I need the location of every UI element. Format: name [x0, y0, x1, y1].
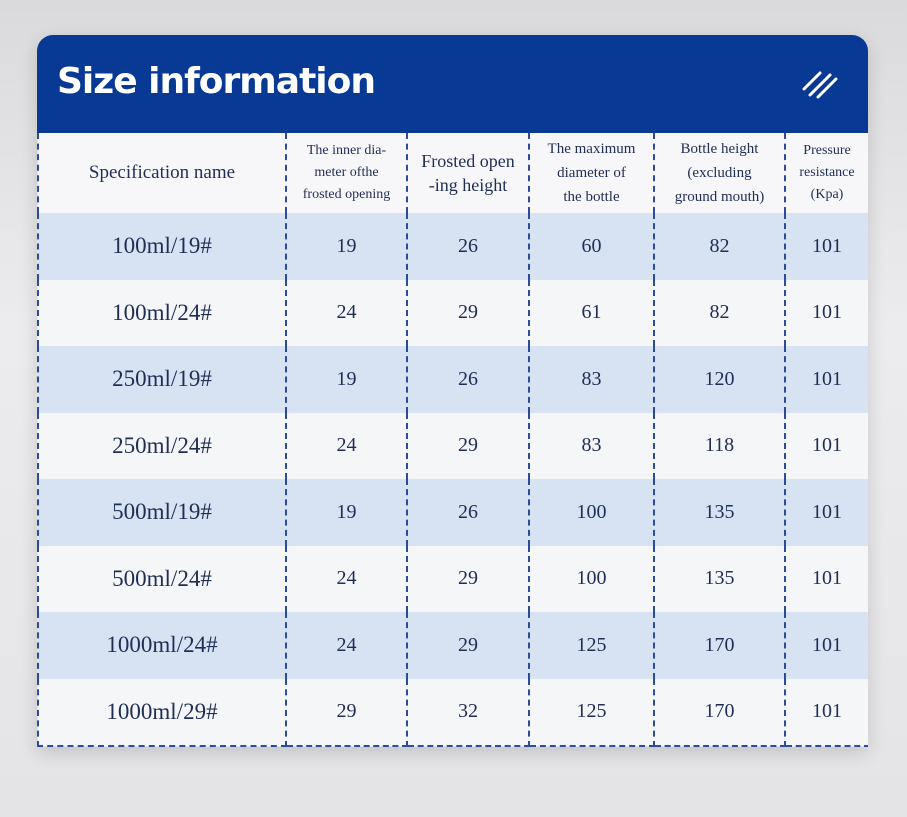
size-card: Size information Specification name The i…: [37, 35, 868, 747]
column-header: Pressure resistance (Kpa): [785, 133, 868, 213]
cell: 19: [286, 213, 408, 280]
cell: 26: [407, 346, 530, 413]
cell: 24: [286, 279, 408, 346]
column-header: Bottle height (excluding ground mouth): [654, 133, 786, 213]
header-line: meter ofthe: [314, 165, 379, 180]
cell: 101: [785, 545, 868, 612]
header-line: resistance: [799, 165, 855, 180]
cell: 19: [286, 479, 408, 546]
header-line: The maximum: [547, 141, 636, 157]
header-line: diameter of: [557, 165, 626, 181]
column-header: The maximum diameter of the bottle: [529, 133, 655, 213]
spec-name: 500ml/19#: [37, 479, 287, 546]
cell: 82: [654, 213, 786, 280]
cell: 170: [654, 678, 786, 747]
cell: 24: [286, 412, 408, 479]
cell: 24: [286, 612, 408, 679]
cell: 61: [529, 279, 655, 346]
column-header: Frosted open -ing height: [407, 133, 530, 213]
table-body: Specification name The inner dia-meter of…: [37, 133, 868, 747]
cell: 26: [407, 213, 530, 280]
title: Size information: [57, 61, 376, 102]
header-line: frosted opening: [302, 187, 391, 202]
spec-name: 100ml/24#: [37, 279, 287, 346]
cell: 118: [654, 412, 786, 479]
header-line: -ing height: [428, 175, 508, 195]
spec-name: 250ml/24#: [37, 412, 287, 479]
spec-name: 1000ml/29#: [37, 678, 287, 747]
table-row: 500ml/24# 24 29 100 135 101: [37, 545, 868, 612]
cell: 125: [529, 678, 655, 747]
cell: 101: [785, 279, 868, 346]
cell: 101: [785, 412, 868, 479]
table-row: 100ml/19# 19 26 60 82 101: [37, 213, 868, 280]
header-line: Pressure: [803, 143, 851, 158]
table-row: 250ml/24# 24 29 83 118 101: [37, 412, 868, 479]
cell: 29: [286, 678, 408, 747]
header-line: Specification name: [88, 162, 236, 183]
header-band: Size information: [37, 35, 868, 133]
cell: 29: [407, 279, 530, 346]
header-line: Bottle height: [680, 141, 759, 157]
table-row: 500ml/19# 19 26 100 135 101: [37, 479, 868, 546]
spec-name: 100ml/19#: [37, 213, 287, 280]
header-line: the bottle: [563, 189, 620, 205]
cell: 100: [529, 545, 655, 612]
header-line: ground mouth): [674, 189, 765, 205]
cell: 83: [529, 412, 655, 479]
cell: 24: [286, 545, 408, 612]
column-header: Specification name: [37, 133, 287, 213]
cell: 170: [654, 612, 786, 679]
header-line: Frosted open: [421, 151, 515, 171]
cell: 101: [785, 612, 868, 679]
header-line: (excluding: [687, 165, 752, 181]
cell: 32: [407, 678, 530, 747]
cell: 135: [654, 545, 786, 612]
size-table: Specification name The inner dia-meter of…: [37, 133, 868, 747]
cell: 29: [407, 612, 530, 679]
cell: 29: [407, 412, 530, 479]
cell: 101: [785, 346, 868, 413]
cell: 125: [529, 612, 655, 679]
table-row: 1000ml/29# 29 32 125 170 101: [37, 678, 868, 747]
cell: 100: [529, 479, 655, 546]
cell: 26: [407, 479, 530, 546]
icon: [802, 71, 838, 99]
cell: 101: [785, 479, 868, 546]
cell: 101: [785, 678, 868, 747]
spec-name: 1000ml/24#: [37, 612, 287, 679]
cell: 120: [654, 346, 786, 413]
table-row: 250ml/19# 19 26 83 120 101: [37, 346, 868, 413]
cell: 82: [654, 279, 786, 346]
header-line: (Kpa): [810, 187, 844, 202]
table-row: 1000ml/24# 24 29 125 170 101: [37, 612, 868, 679]
header-row: Specification name The inner dia-meter of…: [37, 133, 868, 213]
cell: 19: [286, 346, 408, 413]
cell: 101: [785, 213, 868, 280]
spec-name: 500ml/24#: [37, 545, 287, 612]
cell: 135: [654, 479, 786, 546]
column-header: The inner dia-meter ofthe frosted opening: [286, 133, 408, 213]
header-line: The inner dia-: [306, 143, 387, 158]
cell: 83: [529, 346, 655, 413]
cell: 29: [407, 545, 530, 612]
cell: 60: [529, 213, 655, 280]
table-row: 100ml/24# 24 29 61 82 101: [37, 279, 868, 346]
spec-name: 250ml/19#: [37, 346, 287, 413]
